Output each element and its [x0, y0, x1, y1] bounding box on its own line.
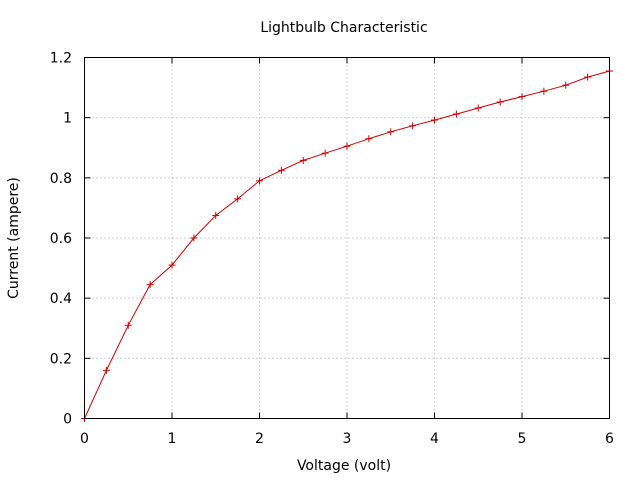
- data-point: [431, 116, 438, 124]
- data-point: [474, 104, 482, 112]
- data-point: [409, 122, 417, 130]
- data-point: [584, 73, 592, 81]
- y-tick-label: 1.2: [50, 51, 72, 67]
- grid: [84, 57, 610, 419]
- data-point: [452, 110, 460, 118]
- data-point: [124, 321, 132, 329]
- data-point: [365, 135, 373, 143]
- y-tick-label: 0.8: [50, 171, 72, 187]
- y-tick-label: 1: [63, 111, 72, 127]
- x-tick-label: 5: [518, 431, 527, 447]
- x-tick-labels: 0 1 2 3 4 5 6: [80, 431, 614, 447]
- data-point: [321, 149, 329, 157]
- data-point: [518, 93, 526, 101]
- y-tick-label: 0.6: [50, 231, 72, 247]
- data-point: [102, 366, 110, 374]
- x-tick-label: 3: [343, 431, 352, 447]
- y-tick-label: 0: [63, 412, 72, 428]
- data-point: [277, 166, 285, 174]
- x-tick-label: 0: [80, 431, 89, 447]
- x-axis-label: Voltage (volt): [297, 458, 391, 474]
- data-point: [190, 234, 198, 242]
- y-tick-labels: 0 0.2 0.4 0.6 0.8 1 1.2: [50, 51, 72, 428]
- chart-title: Lightbulb Characteristic: [260, 20, 427, 36]
- data-point: [234, 195, 242, 203]
- data-point: [343, 142, 351, 150]
- y-tick-label: 0.4: [50, 291, 72, 307]
- data-point: [256, 177, 263, 185]
- data-point: [168, 261, 176, 269]
- data-point: [387, 128, 395, 136]
- data-point: [540, 87, 548, 95]
- series-layer: [81, 67, 613, 422]
- y-axis-label: Current (ampere): [6, 177, 22, 299]
- data-point: [562, 81, 570, 89]
- data-point: [496, 98, 504, 106]
- ticks: [84, 57, 610, 419]
- y-tick-label: 0.2: [50, 351, 72, 367]
- data-point: [212, 211, 220, 219]
- x-tick-label: 1: [168, 431, 177, 447]
- data-point: [299, 156, 307, 164]
- x-tick-label: 6: [605, 431, 614, 447]
- x-tick-label: 4: [430, 431, 439, 447]
- data-point: [146, 281, 154, 289]
- x-tick-label: 2: [255, 431, 264, 447]
